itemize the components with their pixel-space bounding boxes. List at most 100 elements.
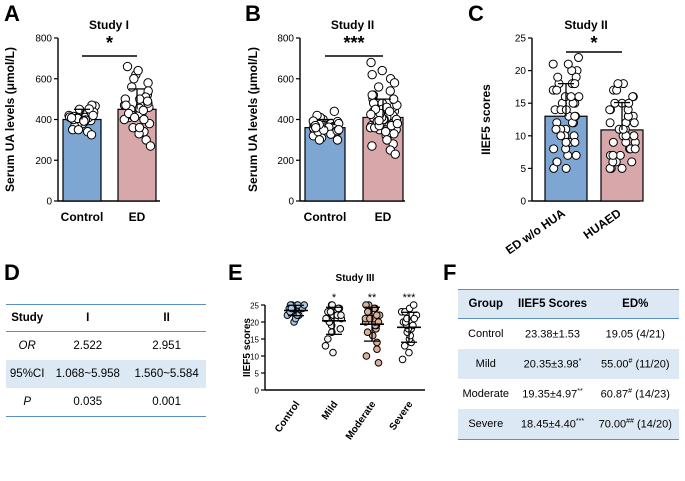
chart-e-point [405,348,413,357]
table-f-ed: 70.00## (14/20) [591,409,679,440]
table-row: Mild 20.35±3.98* 55.00# (11/20) [458,349,679,379]
chart-a-point [139,114,149,125]
table-f-score: 19.35±4.97** [522,387,583,401]
chart-c-point [615,150,625,160]
table-d-cell: 95%CI [6,360,49,388]
chart-c-point [629,118,639,128]
table-row: P 0.035 0.001 [6,388,206,417]
chart-e-point [337,311,345,320]
chart-c-point [628,92,638,102]
table-d-cell: OR [18,340,36,352]
chart-c-point [552,157,562,167]
chart-a-point [133,65,143,76]
chart-c-point [561,137,571,147]
table-row: Severe 18.45±4.40*** 70.00## (14/20) [458,409,679,440]
chart-c-point [561,163,571,173]
chart-a-title: Study I [89,18,129,32]
chart-b-y-tick-label: 600 [277,74,294,85]
chart-e-point [374,359,383,367]
chart-c-y-tick-label: 20 [515,66,527,77]
chart-e-point [398,355,407,364]
chart-e-point [409,301,418,309]
chart-c-point [629,131,639,141]
chart-a-point [145,141,156,151]
chart-e-point [324,335,332,343]
chart-e-y-tick-label: 0 [255,387,260,396]
table-f-header-ed: ED% [591,289,679,319]
chart-a-point [66,113,77,123]
chart-a-point [138,105,148,116]
table-d-cell: 0.001 [127,388,206,417]
chart-c-x-label: ED w/o HUA [503,206,568,257]
table-row: Control 23.38±1.53 19.05 (4/21) [458,319,679,350]
table-f-header-scores: IIEF5 Scores [513,289,592,319]
chart-c-point [608,137,618,147]
chart-b-point [380,127,391,137]
chart-e-point [373,345,381,354]
chart-e-point [363,308,372,316]
chart-e-y-tick-label: 20 [250,319,259,328]
chart-a-point [86,130,97,140]
chart-a-x-label: Control [61,210,104,224]
chart-c-point [571,150,581,160]
table-d-cell: 2.951 [152,340,181,352]
table-d-cell: P [6,388,49,417]
chart-a-point [129,112,140,123]
table-d-cell: 2.522 [73,340,103,352]
table-row: OR 2.522 2.951 [6,332,206,361]
chart-c-point [617,163,627,173]
chart-e-point [362,352,371,360]
table-f-group: Control [468,328,504,340]
chart-a-point [143,78,153,88]
table-d-odds-ratio: Study I II OR 2.522 2.951 95%CI 1.068~5.… [6,304,206,417]
chart-c-point [627,157,637,167]
chart-e-star: ** [368,292,377,304]
chart-c-point [563,59,573,69]
chart-e-y-tick-label: 5 [255,370,260,379]
chart-e-title: Study III [336,273,375,284]
chart-e-point [321,342,330,350]
table-f-ed: 55.00# (11/20) [591,349,679,379]
table-row: 95%CI 1.068~5.958 1.560~5.584 [6,360,206,388]
table-row: Moderate 19.35±4.97** 60.87# (14/23) [458,379,679,409]
chart-c-point [551,124,561,134]
table-d-header-i: I [48,304,128,332]
chart-b-point [311,122,321,133]
chart-b-point [385,86,395,96]
table-f-score: 18.45±4.40*** [513,409,592,440]
chart-b-y-tick-label: 800 [277,34,294,45]
chart-c-point [553,72,563,82]
chart-a-point [73,124,84,135]
chart-e-point [336,325,345,333]
chart-e-x-label: Control [273,399,303,435]
chart-c-point [549,144,559,154]
chart-e-point [363,328,372,337]
chart-c-point [573,53,583,63]
chart-e-x-label: Severe [388,399,416,433]
chart-b-sig-label: *** [343,33,364,53]
chart-b-point [374,115,384,126]
chart-b-x-label: ED [375,210,392,224]
chart-a-point [121,100,131,110]
panel-letter-e: E [228,260,243,285]
table-d-header-study: Study [6,304,49,332]
chart-a-sig-label: * [106,33,113,53]
chart-e-point [362,301,370,309]
chart-b-point [377,65,387,76]
chart-b-point [332,135,343,145]
chart-b-title: Study II [331,18,374,32]
table-f-score: 20.35±3.98* [513,349,592,379]
table-d-cell: 0.035 [48,388,128,417]
chart-b-point [382,135,392,145]
panel-letter-f: F [443,260,457,285]
panel-letter-b: B [245,1,261,26]
chart-e-point [326,308,335,316]
chart-e-y-tick-label: 25 [250,302,259,311]
chart-c-point [548,59,558,69]
chart-a-y-tick-label: 200 [35,156,52,167]
chart-c-y-tick-label: 15 [515,99,527,110]
chart-e-point [372,311,381,320]
table-d-header-ii: II [127,304,206,332]
chart-c-title: Study II [564,18,607,32]
chart-a-point [79,116,89,126]
